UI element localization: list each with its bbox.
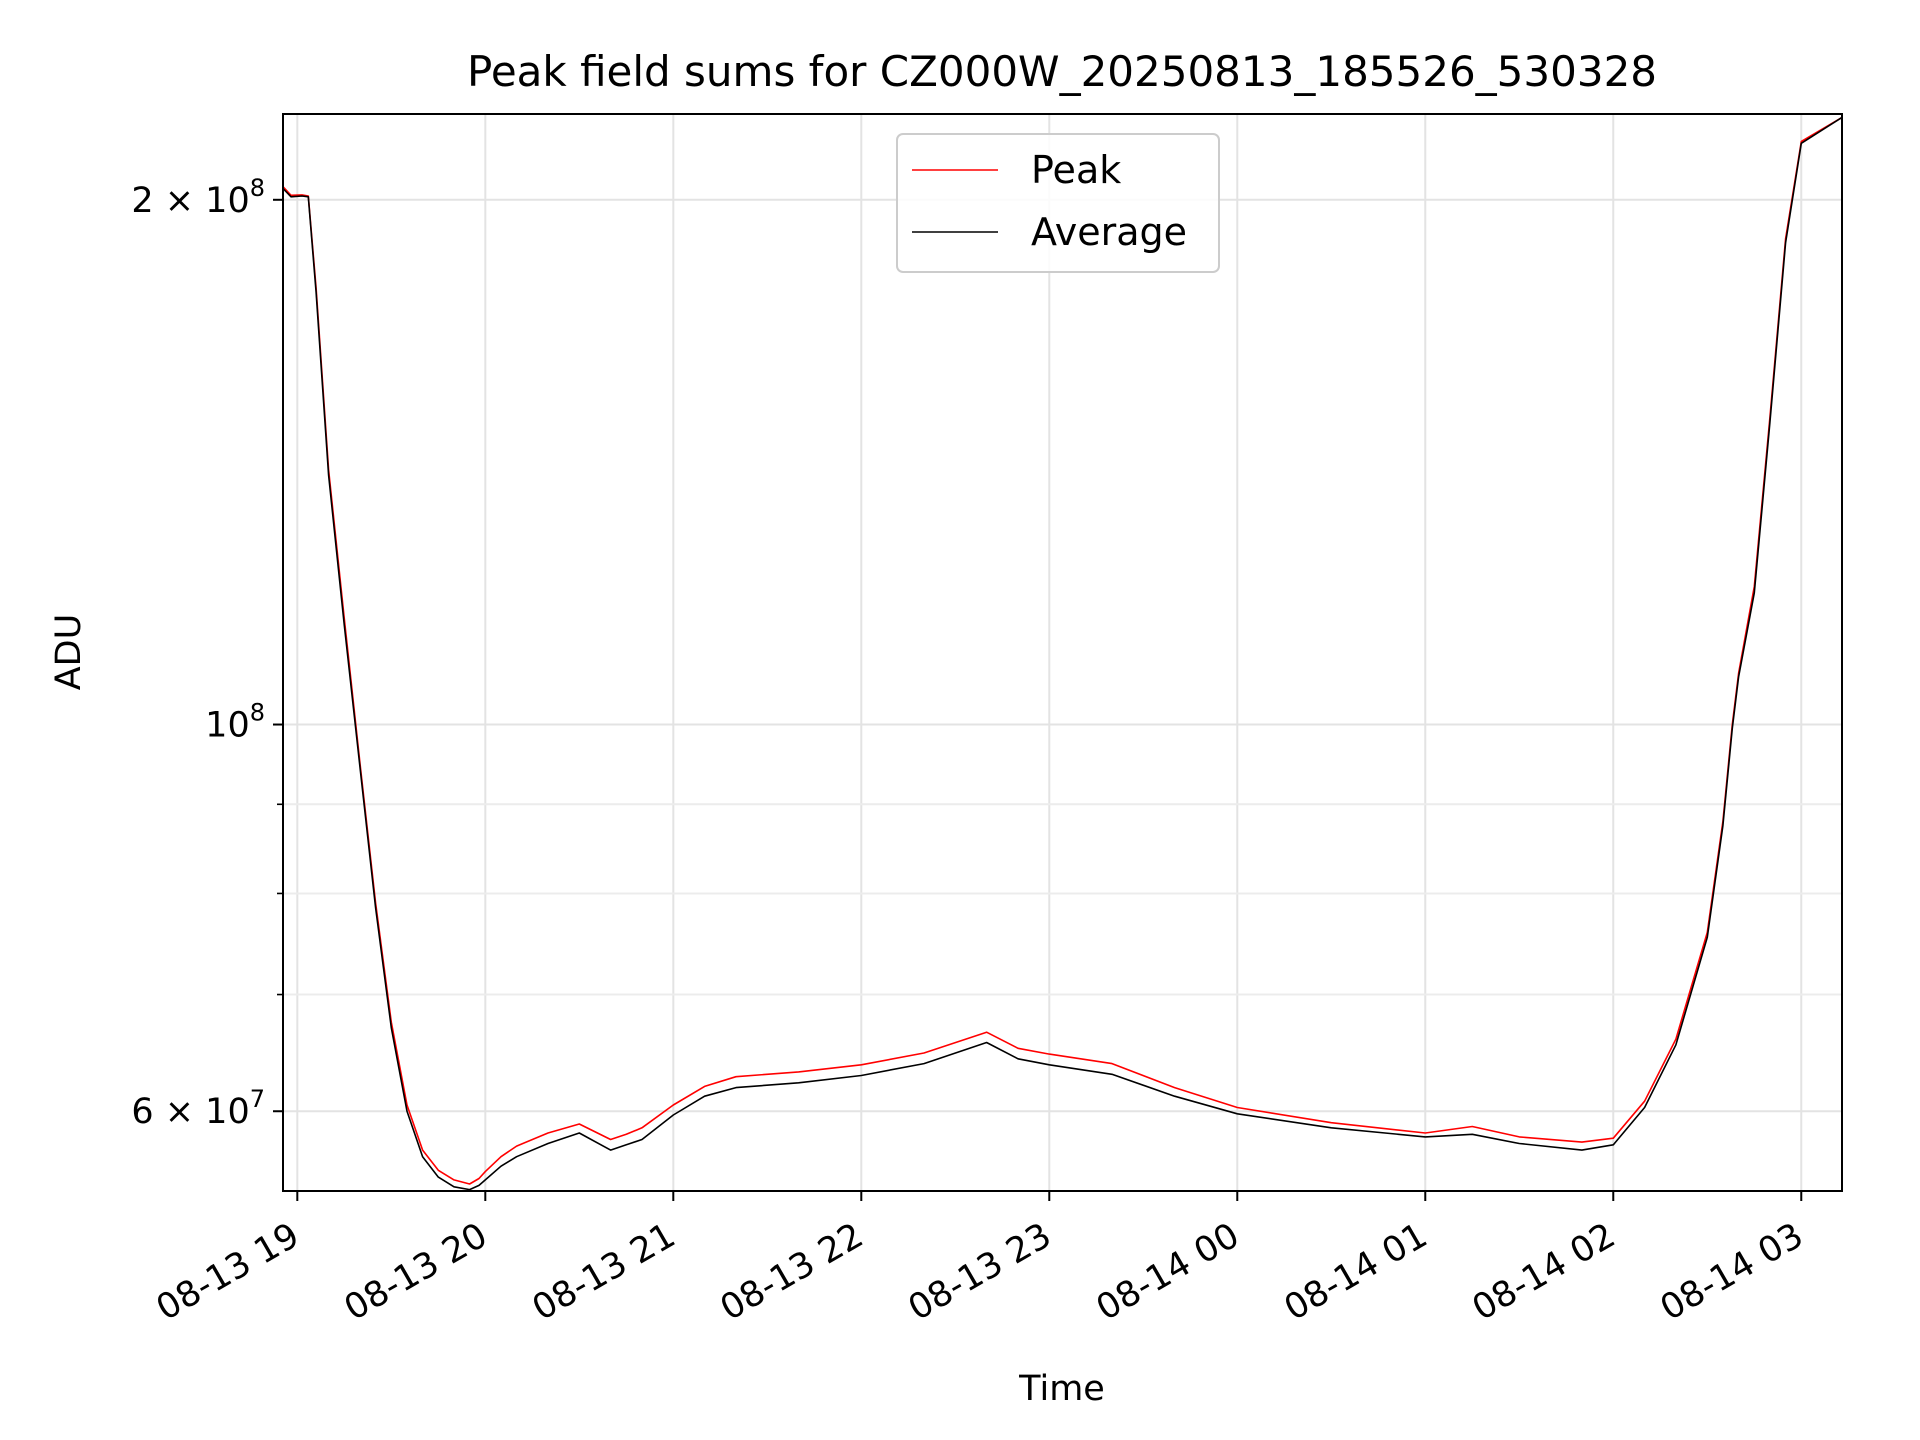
plot-frame <box>282 113 1843 1192</box>
y-axis-label: ADU <box>49 614 89 691</box>
y-tick-label-exponent: 8 <box>250 699 265 727</box>
grid <box>283 114 1842 1191</box>
chart-title: Peak field sums for CZ000W_20250813_1855… <box>467 47 1657 96</box>
y-tick-label: 6 × 107 <box>131 1085 265 1132</box>
y-tick-label-base: 6 × 10 <box>131 1092 249 1132</box>
y-tick-label-exponent: 8 <box>250 174 265 202</box>
legend-label-average: Average <box>1031 210 1187 254</box>
legend-box <box>896 133 1220 273</box>
legend-label-peak: Peak <box>1031 148 1121 192</box>
series-line-average <box>282 116 1843 1191</box>
y-tick-label-base: 10 <box>205 706 250 746</box>
series-layer <box>282 116 1843 1191</box>
x-axis-label: Time <box>1018 1369 1105 1409</box>
y-tick-label: 2 × 108 <box>131 174 265 221</box>
y-tick-label-exponent: 7 <box>250 1085 265 1113</box>
y-tick-label: 108 <box>205 699 265 746</box>
legend: Peak Average <box>896 133 1220 273</box>
y-tick-label-base: 2 × 10 <box>131 181 249 221</box>
